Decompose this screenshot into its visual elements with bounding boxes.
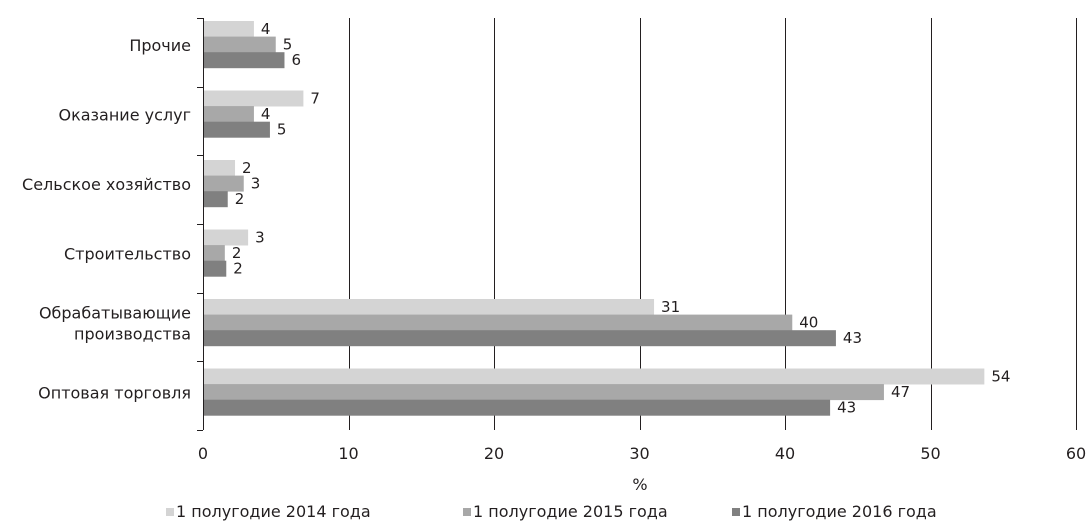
data-label: 40 <box>799 314 818 332</box>
legend-swatch <box>166 508 174 516</box>
data-label: 2 <box>233 260 243 278</box>
bar <box>204 121 270 138</box>
category-label-line: Строительство <box>64 245 191 264</box>
data-label: 2 <box>235 190 245 208</box>
bar <box>204 399 831 416</box>
x-tick-label: 50 <box>920 444 940 463</box>
data-label: 47 <box>891 383 910 401</box>
data-label: 5 <box>283 36 293 54</box>
legend-label: 1 полугодие 2014 года <box>176 502 371 521</box>
x-axis-title: % <box>632 475 647 494</box>
bar <box>204 191 228 208</box>
category-labels: Прочие Оказание услуг Сельское хозяйство Ст… <box>22 36 191 403</box>
bar <box>204 36 276 53</box>
category-label-line: Оказание услуг <box>58 106 191 125</box>
data-label: 4 <box>261 105 271 123</box>
bar <box>204 90 304 107</box>
bar <box>204 245 225 262</box>
data-label: 4 <box>261 20 271 38</box>
bar <box>204 229 249 246</box>
category-label: Строительство <box>64 245 191 264</box>
data-label: 31 <box>661 298 680 316</box>
bar <box>204 299 655 315</box>
bar <box>204 260 227 277</box>
category-label: Сельское хозяйство <box>22 175 191 194</box>
x-tick-label: 40 <box>775 444 795 463</box>
legend-swatch <box>463 508 471 516</box>
gridlines <box>197 18 1077 431</box>
bar <box>204 52 285 69</box>
data-label: 54 <box>991 368 1010 386</box>
legend: 1 полугодие 2014 года 1 полугодие 2015 го… <box>166 502 937 521</box>
data-label: 2 <box>232 244 242 262</box>
data-label: 6 <box>291 51 301 69</box>
x-tick-label: 30 <box>629 444 649 463</box>
data-label: 7 <box>310 90 320 108</box>
data-label: 3 <box>255 229 265 247</box>
bar <box>204 384 884 401</box>
bar <box>204 106 254 123</box>
category-label-line: производства <box>74 325 191 344</box>
bar <box>204 314 793 331</box>
legend-swatch <box>732 508 740 516</box>
x-tick-label: 10 <box>338 444 358 463</box>
bar <box>204 330 836 347</box>
x-tick-label: 60 <box>1066 444 1086 463</box>
data-label: 43 <box>837 399 856 417</box>
x-tick-labels: 0 10 20 30 40 50 60 <box>198 444 1086 463</box>
bar <box>204 21 254 37</box>
category-label: Оказание услуг <box>58 106 191 125</box>
category-label: Обрабатывающие производства <box>39 304 191 344</box>
bar <box>204 160 236 176</box>
category-label: Прочие <box>129 36 191 55</box>
bars <box>204 21 985 416</box>
data-label: 3 <box>251 175 261 193</box>
legend-label: 1 полугодие 2015 года <box>473 502 668 521</box>
x-tick-label: 0 <box>198 444 208 463</box>
bar <box>204 175 244 192</box>
data-label: 5 <box>277 121 287 139</box>
category-label-line: Прочие <box>129 36 191 55</box>
category-label-line: Оптовая торговля <box>38 384 191 403</box>
data-label: 2 <box>242 159 252 177</box>
category-label-line: Сельское хозяйство <box>22 175 191 194</box>
category-label-line: Обрабатывающие <box>39 304 191 323</box>
legend-label: 1 полугодие 2016 года <box>742 502 937 521</box>
x-tick-label: 20 <box>484 444 504 463</box>
bar <box>204 368 985 385</box>
category-label: Оптовая торговля <box>38 384 191 403</box>
data-label: 43 <box>843 329 862 347</box>
